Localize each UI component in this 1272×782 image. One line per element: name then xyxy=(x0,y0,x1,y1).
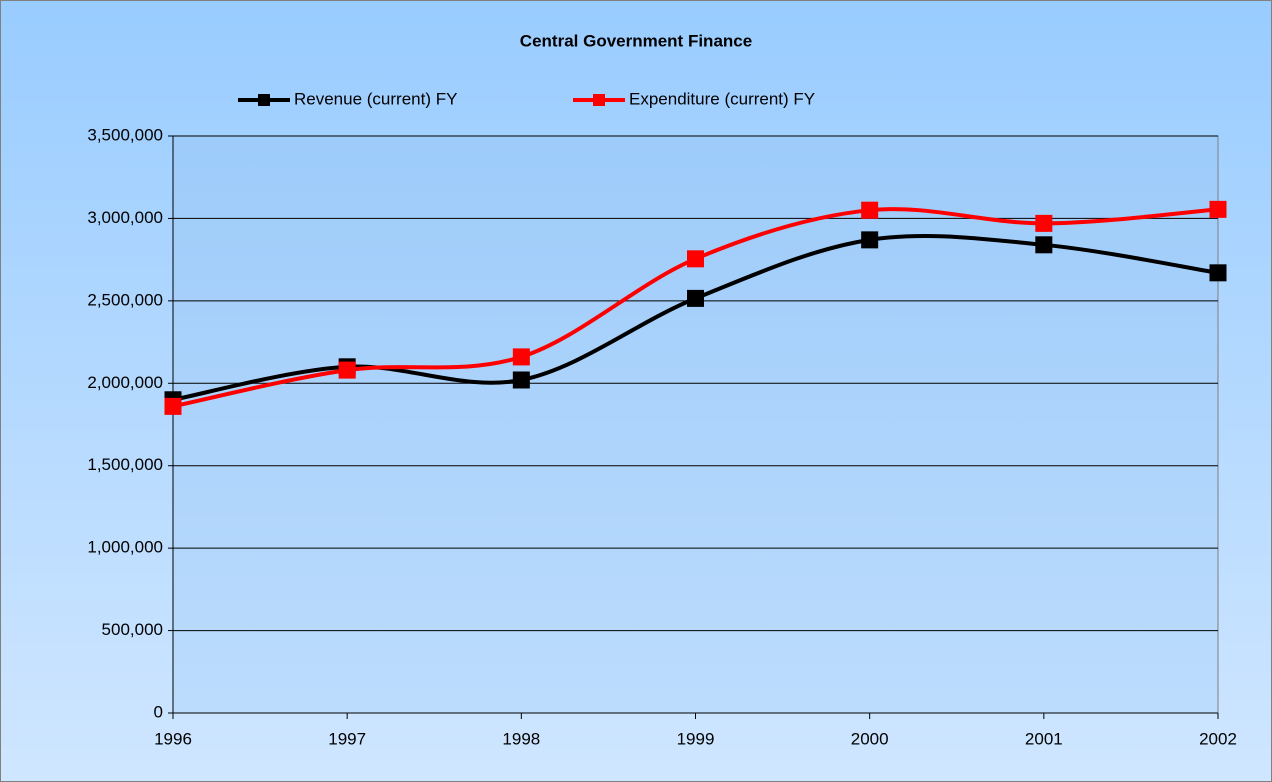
legend-marker xyxy=(593,94,605,106)
y-tick-label: 2,000,000 xyxy=(87,373,163,392)
data-point xyxy=(687,250,704,268)
data-point xyxy=(1035,236,1053,254)
x-tick-label: 1999 xyxy=(677,729,715,748)
legend-label: Expenditure (current) FY xyxy=(629,89,815,108)
data-point xyxy=(512,371,530,389)
y-tick-label: 2,500,000 xyxy=(87,290,163,309)
y-tick-label: 0 xyxy=(154,702,163,721)
y-tick-label: 500,000 xyxy=(102,620,163,639)
data-point xyxy=(861,231,879,249)
data-point xyxy=(338,361,356,379)
x-tick-label: 2000 xyxy=(851,729,889,748)
y-tick-label: 3,000,000 xyxy=(87,208,163,227)
chart-title: Central Government Finance xyxy=(520,31,752,50)
x-tick-label: 1997 xyxy=(328,729,366,748)
legend-label: Revenue (current) FY xyxy=(294,89,457,108)
plot-area xyxy=(172,135,1219,714)
y-tick-label: 1,500,000 xyxy=(87,455,163,474)
x-tick-label: 1996 xyxy=(154,729,192,748)
data-point xyxy=(687,289,704,307)
y-tick-label: 3,500,000 xyxy=(87,125,163,144)
data-point xyxy=(1209,264,1227,282)
data-point xyxy=(1035,214,1053,232)
y-tick-label: 1,000,000 xyxy=(87,538,163,557)
x-tick-label: 2002 xyxy=(1199,729,1237,748)
data-point xyxy=(512,348,530,366)
x-tick-label: 1998 xyxy=(502,729,540,748)
legend-marker xyxy=(258,94,270,106)
x-tick-label: 2001 xyxy=(1025,729,1063,748)
data-point xyxy=(164,397,182,415)
data-point xyxy=(861,201,879,219)
data-point xyxy=(1209,200,1227,218)
